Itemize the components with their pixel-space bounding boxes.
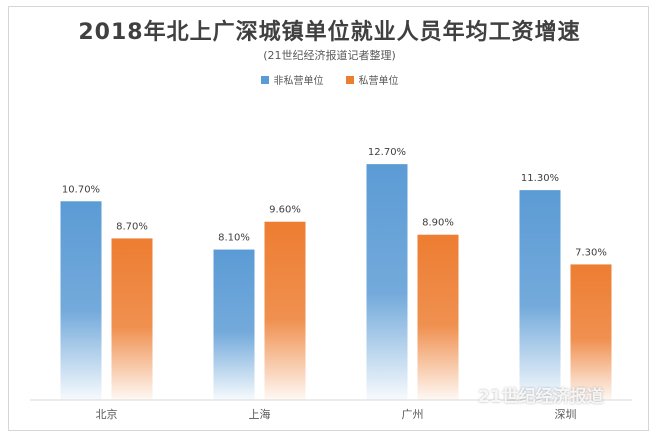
bar-non-private-2 bbox=[366, 164, 408, 400]
bar-private-3 bbox=[570, 264, 612, 400]
x-tick-label-3: 深圳 bbox=[555, 408, 577, 421]
chart-legend: 非私营单位 私营单位 bbox=[0, 72, 659, 87]
bar-non-private-0 bbox=[60, 201, 102, 400]
legend-swatch-non-private bbox=[260, 75, 269, 84]
data-label-non-private-0: 10.70% bbox=[62, 184, 100, 195]
bar-private-0 bbox=[111, 238, 153, 400]
data-label-private-2: 8.90% bbox=[422, 218, 454, 229]
data-label-private-1: 9.60% bbox=[269, 205, 301, 216]
watermark-logo: 21世纪经济报道 bbox=[478, 387, 604, 407]
legend-item-non-private: 非私营单位 bbox=[260, 72, 324, 87]
legend-swatch-private bbox=[345, 75, 354, 84]
x-tick-label-0: 北京 bbox=[96, 407, 118, 421]
bar-non-private-3 bbox=[519, 190, 561, 400]
chart-subtitle: (21世纪经济报道记者整理) bbox=[263, 49, 396, 62]
data-label-non-private-3: 11.30% bbox=[521, 173, 559, 184]
data-label-non-private-1: 8.10% bbox=[218, 233, 250, 244]
legend-item-private: 私营单位 bbox=[345, 72, 399, 87]
data-label-private-3: 7.30% bbox=[575, 247, 607, 258]
data-label-private-0: 8.70% bbox=[116, 221, 148, 232]
bar-non-private-1 bbox=[213, 249, 255, 400]
data-label-non-private-2: 12.70% bbox=[368, 147, 406, 158]
bar-private-2 bbox=[417, 234, 459, 400]
bar-private-1 bbox=[264, 221, 306, 400]
legend-label-private: 私营单位 bbox=[358, 76, 399, 87]
x-tick-label-2: 广州 bbox=[402, 408, 424, 421]
chart-title: 2018年北上广深城镇单位就业人员年均工资增速 bbox=[78, 20, 581, 45]
x-tick-label-1: 上海 bbox=[249, 407, 271, 421]
legend-label-non-private: 非私营单位 bbox=[273, 76, 324, 87]
